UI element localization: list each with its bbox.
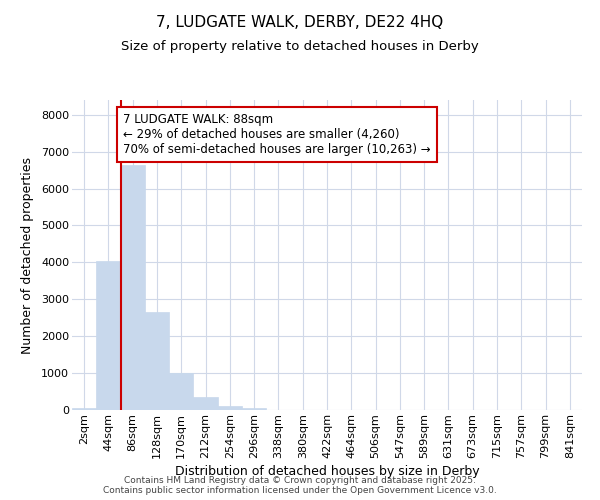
Bar (72, 408, 96, 410)
Bar (145, 312, 169, 410)
Bar (121, 164, 145, 410)
Text: Contains HM Land Registry data © Crown copyright and database right 2025.
Contai: Contains HM Land Registry data © Crown c… (103, 476, 497, 495)
Bar (169, 373, 193, 410)
X-axis label: Distribution of detached houses by size in Derby: Distribution of detached houses by size … (175, 465, 479, 478)
Bar (193, 398, 218, 410)
Y-axis label: Number of detached properties: Number of detached properties (21, 156, 34, 354)
Text: Size of property relative to detached houses in Derby: Size of property relative to detached ho… (121, 40, 479, 53)
Text: 7, LUDGATE WALK, DERBY, DE22 4HQ: 7, LUDGATE WALK, DERBY, DE22 4HQ (157, 15, 443, 30)
Bar (96, 260, 121, 410)
Text: 7 LUDGATE WALK: 88sqm
← 29% of detached houses are smaller (4,260)
70% of semi-d: 7 LUDGATE WALK: 88sqm ← 29% of detached … (123, 113, 431, 156)
Bar (242, 408, 266, 410)
Bar (218, 406, 242, 410)
